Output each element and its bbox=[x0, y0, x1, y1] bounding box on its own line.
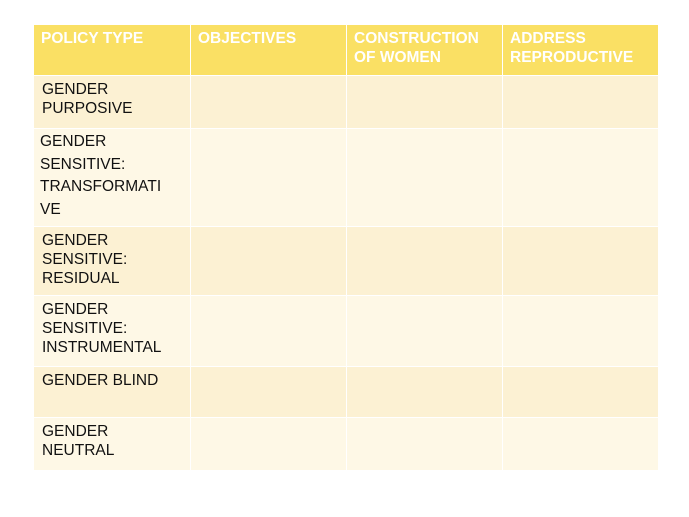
row-label-line: TRANSFORMATI bbox=[40, 178, 162, 195]
header-construction-line2: OF WOMEN bbox=[354, 49, 441, 66]
row-label-line: VE bbox=[40, 200, 61, 218]
header-address-reproductive: ADDRESS REPRODUCTIVE bbox=[503, 25, 658, 75]
row-label-gender-neutral: GENDER NEUTRAL bbox=[34, 418, 190, 470]
header-policy-type: POLICY TYPE bbox=[34, 25, 190, 75]
header-address-line1: ADDRESS bbox=[510, 30, 586, 47]
table-cell bbox=[347, 418, 502, 470]
row-label-gender-blind: GENDER BLIND bbox=[34, 367, 190, 417]
table-cell bbox=[191, 367, 346, 417]
table-cell bbox=[347, 296, 502, 366]
table-cell bbox=[191, 129, 346, 226]
table-cell bbox=[191, 227, 346, 295]
table-cell bbox=[347, 227, 502, 295]
table-cell bbox=[191, 296, 346, 366]
row-label-line: INSTRUMENTAL bbox=[42, 339, 162, 356]
row-label-line: GENDER BLIND bbox=[42, 372, 159, 389]
row-label-line: RESIDUAL bbox=[42, 270, 120, 287]
header-construction-line1: CONSTRUCTION bbox=[354, 30, 479, 47]
table-cell bbox=[503, 76, 658, 128]
table-cell bbox=[503, 227, 658, 295]
table-cell bbox=[503, 296, 658, 366]
header-objectives: OBJECTIVES bbox=[191, 25, 346, 75]
row-label-line: PURPOSIVE bbox=[42, 100, 133, 117]
row-label-gender-sensitive-instrumental: GENDER SENSITIVE: INSTRUMENTAL bbox=[34, 296, 190, 366]
header-objectives-line1: OBJECTIVES bbox=[198, 30, 297, 47]
policy-type-table: POLICY TYPE OBJECTIVES CONSTRUCTION OF W… bbox=[34, 25, 658, 470]
table-cell bbox=[191, 76, 346, 128]
row-label-line: SENSITIVE: bbox=[40, 155, 126, 173]
table-cell bbox=[503, 129, 658, 226]
row-label-line: GENDER bbox=[42, 81, 109, 98]
row-label-gender-sensitive-transformative: GENDER SENSITIVE: TRANSFORMATI VE bbox=[34, 129, 190, 226]
row-label-gender-purposive: GENDER PURPOSIVE bbox=[34, 76, 190, 128]
row-label-line: GENDER bbox=[42, 232, 109, 249]
row-label-line: GENDER bbox=[40, 133, 107, 150]
header-construction-of-women: CONSTRUCTION OF WOMEN bbox=[347, 25, 502, 75]
table-cell bbox=[503, 418, 658, 470]
row-label-line: GENDER bbox=[42, 423, 109, 440]
table-cell bbox=[347, 76, 502, 128]
row-label-gender-sensitive-residual: GENDER SENSITIVE: RESIDUAL bbox=[34, 227, 190, 295]
table-cell bbox=[191, 418, 346, 470]
table-cell bbox=[347, 367, 502, 417]
header-address-line2: REPRODUCTIVE bbox=[510, 49, 634, 66]
row-label-line: NEUTRAL bbox=[42, 442, 115, 459]
row-label-line: GENDER bbox=[42, 301, 109, 318]
row-label-line: SENSITIVE: bbox=[42, 251, 128, 268]
table-cell bbox=[503, 367, 658, 417]
header-policy-type-line1: POLICY TYPE bbox=[41, 30, 144, 47]
row-label-line: SENSITIVE: bbox=[42, 320, 128, 337]
table-cell bbox=[347, 129, 502, 226]
